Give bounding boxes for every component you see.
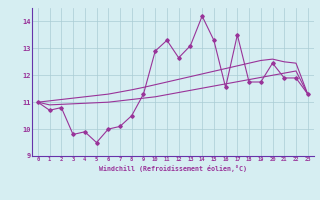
X-axis label: Windchill (Refroidissement éolien,°C): Windchill (Refroidissement éolien,°C)	[99, 165, 247, 172]
